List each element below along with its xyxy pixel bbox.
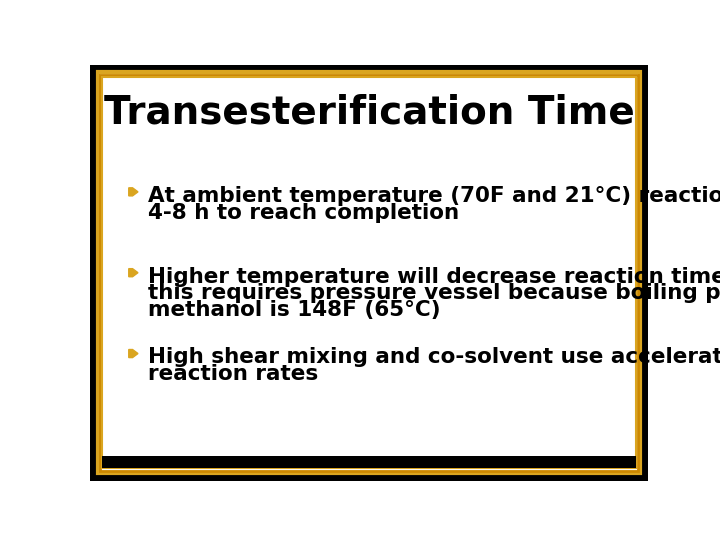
Text: Higher temperature will decrease reaction times but: Higher temperature will decrease reactio… <box>148 267 720 287</box>
Text: methanol is 148F (65°C): methanol is 148F (65°C) <box>148 300 441 320</box>
FancyArrow shape <box>129 269 138 276</box>
Text: this requires pressure vessel because boiling point of: this requires pressure vessel because bo… <box>148 284 720 303</box>
Text: High shear mixing and co-solvent use accelerates: High shear mixing and co-solvent use acc… <box>148 347 720 367</box>
Text: 4-8 h to reach completion: 4-8 h to reach completion <box>148 202 459 222</box>
FancyArrow shape <box>129 349 138 357</box>
Text: At ambient temperature (70F and 21°C) reaction takes: At ambient temperature (70F and 21°C) re… <box>148 186 720 206</box>
Text: reaction rates: reaction rates <box>148 364 318 384</box>
FancyArrow shape <box>129 188 138 196</box>
Text: Transesterification Time: Transesterification Time <box>104 93 634 132</box>
Bar <box>102 456 636 468</box>
